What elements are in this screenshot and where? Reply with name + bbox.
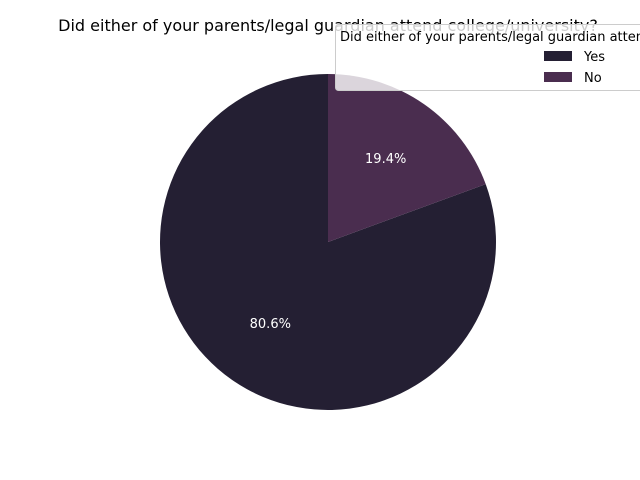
pie-percentage-labels: 80.6% 19.4% [250, 152, 407, 332]
legend-title: Did either of your parents/legal guardia… [340, 30, 640, 45]
legend-swatch-yes [544, 51, 572, 61]
pie-label-yes: 80.6% [250, 317, 291, 332]
pie-slice-no [328, 74, 486, 242]
legend: Did either of your parents/legal guardia… [335, 24, 640, 91]
pie-slices [160, 74, 497, 410]
legend-entries: Yes No [544, 50, 605, 86]
legend-label-yes: Yes [583, 50, 605, 65]
legend-label-no: No [584, 71, 602, 86]
pie-label-no: 19.4% [365, 152, 406, 167]
legend-swatch-no [544, 72, 572, 82]
